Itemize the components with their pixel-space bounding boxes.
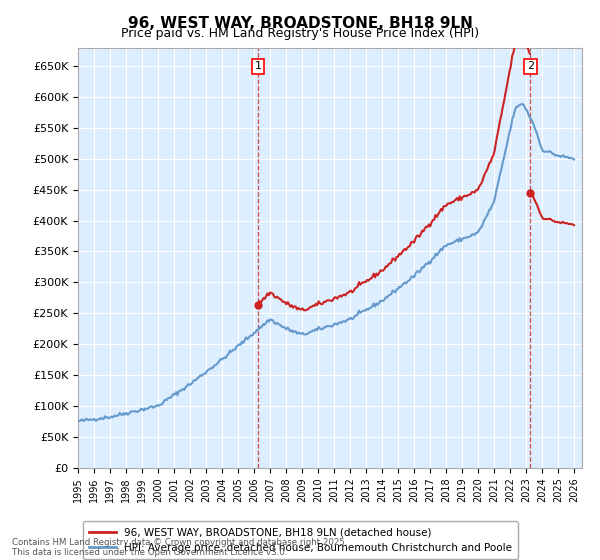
- Text: 1: 1: [254, 62, 262, 72]
- Text: Contains HM Land Registry data © Crown copyright and database right 2025.
This d: Contains HM Land Registry data © Crown c…: [12, 538, 347, 557]
- Legend: 96, WEST WAY, BROADSTONE, BH18 9LN (detached house), HPI: Average price, detache: 96, WEST WAY, BROADSTONE, BH18 9LN (deta…: [83, 521, 518, 559]
- Text: Price paid vs. HM Land Registry's House Price Index (HPI): Price paid vs. HM Land Registry's House …: [121, 27, 479, 40]
- Text: 2: 2: [527, 62, 534, 72]
- Text: 96, WEST WAY, BROADSTONE, BH18 9LN: 96, WEST WAY, BROADSTONE, BH18 9LN: [128, 16, 472, 31]
